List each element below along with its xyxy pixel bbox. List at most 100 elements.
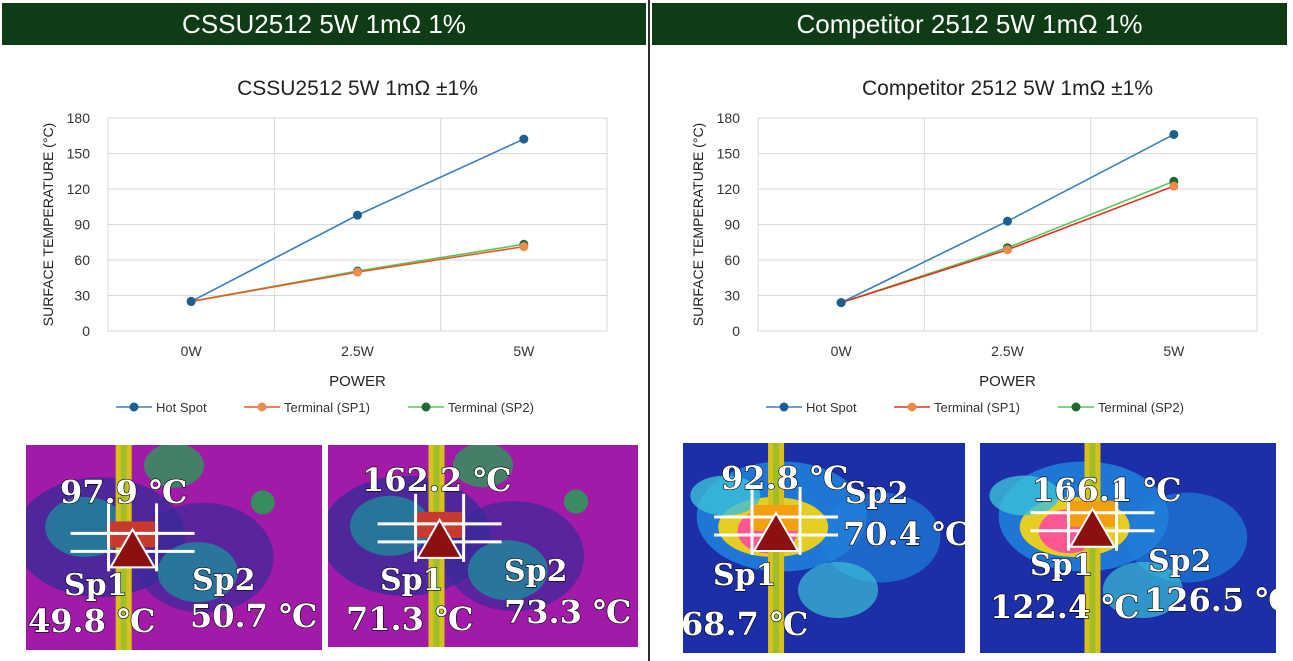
chart1-title: Competitor 2512 5W 1mΩ ±1% (862, 77, 1153, 100)
thermal0-hot-spot-marker (108, 527, 157, 569)
thermal3-sp2-label: Sp2 (1148, 544, 1212, 579)
chart1-ytick-label: 90 (724, 217, 740, 233)
chart1-xlabel: POWER (979, 373, 1036, 390)
chart0-title: CSSU2512 5W 1mΩ ±1% (237, 77, 478, 100)
panel-divider (648, 0, 650, 661)
chart-competitor: Competitor 2512 5W 1mΩ ±1% 0 30 60 90 120 150 1… (690, 77, 1258, 415)
chart1-ylabel: SURFACE TEMPERATURE (°C) (690, 123, 706, 326)
thermal0-heat-blob (250, 490, 275, 515)
thermal0-sp2-label: Sp2 (192, 563, 256, 598)
thermal1-hot-spot-marker (415, 517, 464, 559)
chart1-ytick-label: 0 (732, 323, 740, 339)
thermal1-sp2-value: 73.3 ℃ (504, 593, 631, 631)
thermal0-sp1-label: Sp1 (64, 568, 128, 603)
chart1-series1-point (1003, 245, 1012, 255)
chart1-ytick-label: 30 (724, 288, 740, 304)
thermal3-heat-blob (1127, 492, 1248, 583)
thermal2-hot-spot-marker (752, 511, 800, 552)
chart0-ytick-label: 180 (67, 110, 91, 126)
thermal3-heat-blob (1102, 562, 1183, 618)
thermal1-heat-blob (453, 445, 513, 488)
chart1-xtick-label: 2.5W (991, 343, 1024, 359)
chart0-ylabel: SURFACE TEMPERATURE (°C) (40, 123, 56, 326)
chart1-series0-point (1169, 129, 1179, 139)
thermal0-image (26, 445, 322, 650)
chart0-xtick-label: 0W (181, 343, 203, 359)
chart1-legend-label-1: Terminal (SP1) (934, 400, 1020, 415)
chart1-xtick-label: 5W (1163, 343, 1185, 359)
right-header: Competitor 2512 5W 1mΩ 1% (652, 3, 1287, 45)
chart0-xtick-label: 5W (513, 343, 535, 359)
thermal3-hot-value: 166.1 ℃ (1032, 471, 1182, 509)
thermal2-sp2-value: 70.4 ℃ (843, 515, 965, 553)
chart0-ytick-label: 150 (67, 146, 91, 162)
thermal0-hot-value: 97.9 ℃ (60, 473, 187, 511)
thermal0-sp1-value: 49.8 ℃ (28, 602, 155, 640)
chart0-legend-marker-1 (257, 402, 267, 412)
thermal0-heat-blob (157, 542, 238, 603)
thermal2-hot-value: 92.8 ℃ (721, 459, 848, 497)
thermal0-sp2-value: 50.7 ℃ (190, 597, 317, 635)
chart1-series0-point (836, 298, 846, 308)
chart1-ytick-label: 60 (724, 252, 740, 268)
chart1-ytick-label: 150 (717, 146, 741, 162)
thermal1-sp1-value: 71.3 ℃ (346, 600, 473, 638)
chart0-legend-marker-0 (129, 402, 139, 412)
chart0-ytick-label: 60 (74, 252, 90, 268)
thermal1-heat-blob (564, 489, 588, 514)
chart0-legend-marker-2 (421, 402, 431, 412)
left-panel: CSSU2512 5W 1mΩ 1% CSSU2512 5W 1mΩ ±1% 0 3… (2, 3, 646, 650)
thermal2-heat-blob (820, 492, 941, 583)
thermal1-hot-value: 162.2 ℃ (362, 461, 512, 499)
chart1-ytick-label: 120 (717, 181, 741, 197)
chart0-ytick-label: 30 (74, 288, 90, 304)
thermal2-heat-blob (690, 475, 761, 516)
left-header: CSSU2512 5W 1mΩ 1% (2, 3, 646, 45)
chart0-xtick-label: 2.5W (341, 343, 374, 359)
chart0-legend-label-2: Terminal (SP2) (448, 400, 534, 415)
thermal1-heat-blob (467, 540, 548, 601)
chart1-xtick-label: 0W (831, 343, 853, 359)
chart1-series1-point (1169, 181, 1179, 191)
thermal2-sp1-value: 68.7 ℃ (683, 605, 808, 643)
chart0-series0-point (186, 296, 196, 306)
chart0-legend-label-1: Terminal (SP1) (284, 400, 370, 415)
chart1-legend-marker-0 (779, 402, 789, 412)
chart0-series0-point (353, 210, 362, 220)
thermal1-sp1-label: Sp1 (380, 563, 444, 598)
thermal3-sp2-value: 126.5 ℃ (1144, 581, 1276, 619)
chart1-legend-label-0: Hot Spot (806, 400, 857, 415)
thermal3-hot-spot-marker (1068, 506, 1117, 548)
chart1-legend-marker-1 (907, 402, 917, 412)
thermal3-heat-blob (989, 475, 1060, 516)
chart1-series0-point (1003, 216, 1012, 226)
thermal2-heat-blob (798, 562, 879, 618)
chart0-xlabel: POWER (329, 373, 386, 390)
chart1-legend-marker-2 (1071, 402, 1081, 412)
thermal-image-competitor-2.5w: 92.8 ℃ Sp1 68.7 ℃ Sp2 70.4 ℃ (683, 443, 965, 653)
right-panel: Competitor 2512 5W 1mΩ 1% Competitor 251… (650, 0, 1293, 661)
thermal3-image (980, 443, 1276, 653)
thermal3-sp1-label: Sp1 (1030, 548, 1094, 583)
chart-cssu: CSSU2512 5W 1mΩ ±1% 0 30 60 90 120 150 180 0W 2.5… (40, 77, 608, 415)
chart0-ytick-label: 90 (74, 217, 90, 233)
thermal2-sp1-label: Sp1 (713, 558, 777, 593)
chart1-ytick-label: 180 (717, 110, 741, 126)
thermal2-image (683, 443, 965, 653)
thermal2-sp2-label: Sp2 (845, 476, 909, 511)
thermal3-lead-strip-core (1089, 443, 1096, 653)
thermal1-image (328, 445, 638, 647)
chart0-series-line-0 (190, 138, 525, 303)
chart0-series1-point (353, 267, 362, 277)
chart0-series0-point (519, 134, 529, 144)
thermal0-heat-blob (45, 497, 126, 557)
chart1-legend-label-2: Terminal (SP2) (1098, 400, 1184, 415)
chart0-legend-label-0: Hot Spot (156, 400, 207, 415)
thermal0-heat-blob (144, 445, 204, 488)
chart0-ytick-label: 120 (67, 181, 91, 197)
thermal3-sp1-value: 122.4 ℃ (990, 588, 1140, 626)
chart1-series-line-2 (840, 180, 1175, 304)
